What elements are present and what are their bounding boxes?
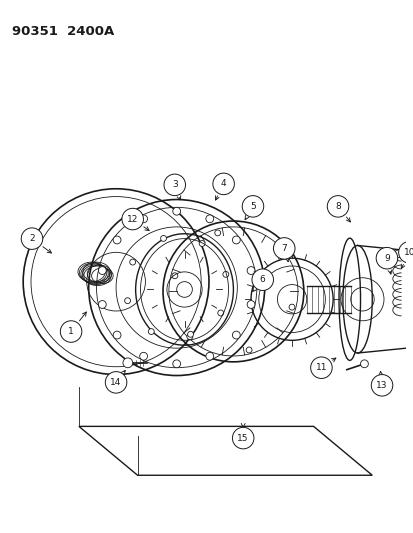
Circle shape bbox=[252, 269, 273, 290]
Text: 3: 3 bbox=[171, 180, 177, 189]
Circle shape bbox=[160, 236, 166, 241]
Circle shape bbox=[98, 266, 106, 274]
Circle shape bbox=[139, 215, 147, 223]
Circle shape bbox=[247, 301, 254, 309]
Circle shape bbox=[327, 196, 348, 217]
Circle shape bbox=[164, 174, 185, 196]
Circle shape bbox=[122, 208, 143, 230]
Circle shape bbox=[214, 230, 220, 236]
Circle shape bbox=[232, 236, 240, 244]
Text: 1: 1 bbox=[68, 327, 74, 336]
Circle shape bbox=[398, 241, 413, 263]
Text: 4: 4 bbox=[220, 180, 226, 188]
Circle shape bbox=[199, 240, 204, 246]
Circle shape bbox=[273, 246, 278, 252]
Circle shape bbox=[172, 360, 180, 368]
Circle shape bbox=[370, 375, 392, 396]
Text: 7: 7 bbox=[281, 244, 287, 253]
Text: 14: 14 bbox=[110, 378, 121, 387]
Circle shape bbox=[246, 347, 252, 353]
Circle shape bbox=[105, 372, 126, 393]
Circle shape bbox=[60, 321, 82, 342]
Circle shape bbox=[129, 259, 135, 265]
Text: 5: 5 bbox=[249, 202, 255, 211]
Circle shape bbox=[21, 228, 43, 249]
Text: 11: 11 bbox=[315, 363, 326, 372]
Text: 15: 15 bbox=[237, 434, 248, 442]
Circle shape bbox=[113, 236, 121, 244]
Circle shape bbox=[205, 215, 213, 223]
Circle shape bbox=[232, 427, 253, 449]
Circle shape bbox=[123, 358, 133, 368]
Circle shape bbox=[232, 331, 240, 339]
Circle shape bbox=[205, 352, 213, 360]
Text: 9: 9 bbox=[383, 254, 389, 263]
Circle shape bbox=[288, 304, 294, 310]
Circle shape bbox=[310, 357, 331, 378]
Circle shape bbox=[375, 247, 397, 269]
Circle shape bbox=[124, 298, 130, 304]
Circle shape bbox=[139, 352, 147, 360]
Circle shape bbox=[247, 266, 254, 274]
Circle shape bbox=[98, 301, 106, 309]
Circle shape bbox=[172, 207, 180, 215]
Circle shape bbox=[212, 173, 234, 195]
Circle shape bbox=[148, 329, 154, 335]
Text: 90351  2400A: 90351 2400A bbox=[12, 26, 114, 38]
Text: 2: 2 bbox=[29, 234, 35, 243]
Circle shape bbox=[360, 360, 368, 368]
Circle shape bbox=[273, 238, 294, 259]
Circle shape bbox=[171, 273, 177, 279]
Circle shape bbox=[222, 271, 228, 277]
Circle shape bbox=[242, 196, 263, 217]
Text: 6: 6 bbox=[259, 275, 265, 284]
Text: 12: 12 bbox=[127, 215, 138, 223]
Text: 13: 13 bbox=[375, 381, 387, 390]
Text: 8: 8 bbox=[335, 202, 340, 211]
Circle shape bbox=[187, 332, 193, 337]
Circle shape bbox=[217, 310, 223, 316]
Text: 10: 10 bbox=[403, 248, 413, 257]
Circle shape bbox=[113, 331, 121, 339]
Circle shape bbox=[187, 334, 192, 340]
